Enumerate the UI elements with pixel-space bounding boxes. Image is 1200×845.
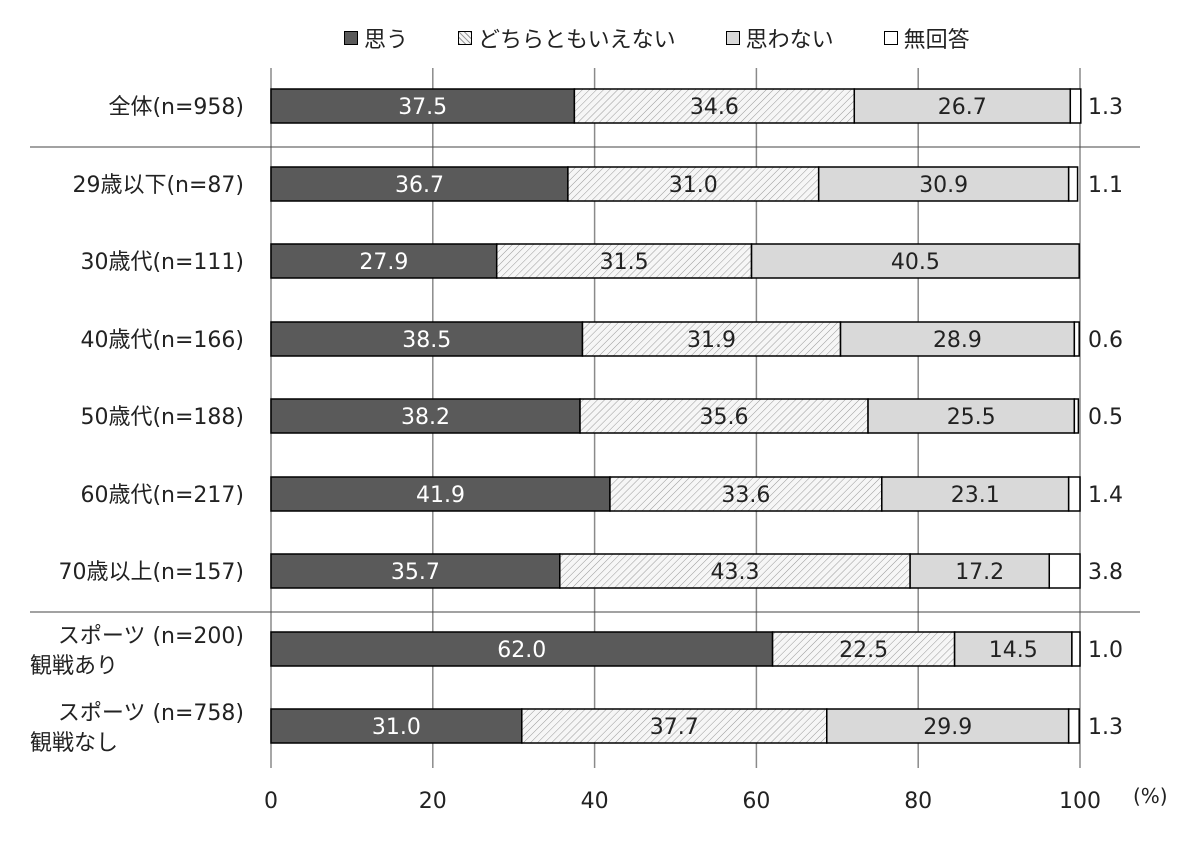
legend-swatch <box>883 31 898 45</box>
category-label: 50歳代(n=188) <box>80 405 244 430</box>
bar-segment <box>270 708 523 744</box>
bar-segment <box>1069 88 1082 124</box>
legend-swatch <box>344 31 358 45</box>
outside-data-label: 3.8 <box>1088 560 1123 585</box>
bar-segment <box>1073 321 1080 357</box>
data-label: 23.1 <box>951 483 1000 508</box>
bar-segment <box>1067 708 1080 744</box>
data-label: 27.9 <box>359 250 408 275</box>
category-label: 30歳代(n=111) <box>80 250 244 275</box>
data-label: 31.0 <box>669 173 718 198</box>
bar-segment <box>609 476 883 512</box>
bar-segment <box>853 88 1072 124</box>
category-label: 29歳以下(n=87) <box>72 173 244 198</box>
bar-segment <box>495 243 753 279</box>
data-label: 31.5 <box>600 250 649 275</box>
x-tick-label: 60 <box>742 789 770 814</box>
x-tick-label: 40 <box>581 789 609 814</box>
x-tick-label: 100 <box>1059 789 1101 814</box>
bar-segment <box>750 243 1080 279</box>
data-label: 40.5 <box>891 250 940 275</box>
data-label: 62.0 <box>497 638 546 663</box>
category-label: スポーツ (n=200) <box>58 624 244 649</box>
data-label: 37.7 <box>650 715 699 740</box>
category-label: 40歳代(n=166) <box>80 328 244 353</box>
legend-label: どちらともいえない <box>478 28 676 53</box>
data-label: 41.9 <box>416 483 465 508</box>
bar-segment <box>1071 631 1081 667</box>
data-label: 25.5 <box>947 405 996 430</box>
data-label: 29.9 <box>923 715 972 740</box>
chart-legend: 思う どちらともいえない 思わない 無回答 <box>344 22 1020 54</box>
category-label-line2: 観戦なし <box>30 731 118 756</box>
bar-segment <box>909 553 1051 589</box>
data-label: 22.5 <box>839 638 888 663</box>
legend-swatch <box>725 31 740 45</box>
bar-segment <box>1067 166 1079 202</box>
bar-segment <box>559 553 911 589</box>
outside-data-label: 1.0 <box>1088 638 1123 663</box>
bar-segment <box>270 88 576 124</box>
bar-segment <box>573 88 856 124</box>
bar-segment <box>270 166 569 202</box>
data-label: 43.3 <box>710 560 759 585</box>
data-label: 38.2 <box>401 405 450 430</box>
bar-segment <box>1067 476 1081 512</box>
data-label: 34.6 <box>690 95 739 120</box>
bar-segment <box>881 476 1070 512</box>
bar-segment <box>581 321 842 357</box>
data-label: 31.0 <box>372 715 421 740</box>
outside-data-label: 1.3 <box>1088 95 1123 120</box>
legend-item: どちらともいえない <box>458 22 676 54</box>
outside-data-label: 1.1 <box>1088 173 1123 198</box>
category-label: 70歳以上(n=157) <box>58 560 244 585</box>
legend-item: 思う <box>344 22 408 54</box>
x-tick-label: 20 <box>419 789 447 814</box>
data-label: 33.6 <box>721 483 770 508</box>
bar-segment <box>1073 398 1080 434</box>
data-label: 28.9 <box>933 328 982 353</box>
data-label: 26.7 <box>938 95 987 120</box>
category-label: 全体(n=958) <box>108 95 244 120</box>
bar-segment <box>817 166 1070 202</box>
bar-segment <box>826 708 1070 744</box>
bar-segment <box>521 708 828 744</box>
legend-item: 思わない <box>725 22 834 54</box>
data-label: 35.7 <box>391 560 440 585</box>
outside-data-label: 1.3 <box>1088 715 1123 740</box>
data-label: 38.5 <box>402 328 451 353</box>
data-label: 17.2 <box>955 560 1004 585</box>
x-tick-label: 80 <box>904 789 932 814</box>
data-label: 37.5 <box>398 95 447 120</box>
legend-label: 無回答 <box>903 28 970 53</box>
unit-label: (%) <box>1133 784 1168 808</box>
legend-swatch <box>458 31 473 45</box>
outside-data-label: 0.5 <box>1088 405 1123 430</box>
category-label: 60歳代(n=217) <box>80 483 244 508</box>
bar-segment <box>1048 553 1081 589</box>
legend-item: 無回答 <box>883 22 970 54</box>
category-label-line2: 観戦あり <box>30 654 118 679</box>
bar-segment <box>567 166 820 202</box>
data-label: 14.5 <box>989 638 1038 663</box>
outside-data-label: 0.6 <box>1088 328 1123 353</box>
data-label: 36.7 <box>395 173 444 198</box>
data-label: 30.9 <box>919 173 968 198</box>
category-label: スポーツ (n=758) <box>58 701 244 726</box>
data-label: 31.9 <box>687 328 736 353</box>
bar-segment <box>270 631 774 667</box>
legend-label: 思わない <box>745 28 834 53</box>
bar-segment <box>839 321 1076 357</box>
x-tick-label: 0 <box>264 789 278 814</box>
bar-segment <box>953 631 1073 667</box>
data-label: 35.6 <box>700 405 749 430</box>
legend-label: 思う <box>364 28 409 53</box>
bar-segment <box>771 631 956 667</box>
outside-data-label: 1.4 <box>1088 483 1123 508</box>
bar-segment <box>270 243 498 279</box>
